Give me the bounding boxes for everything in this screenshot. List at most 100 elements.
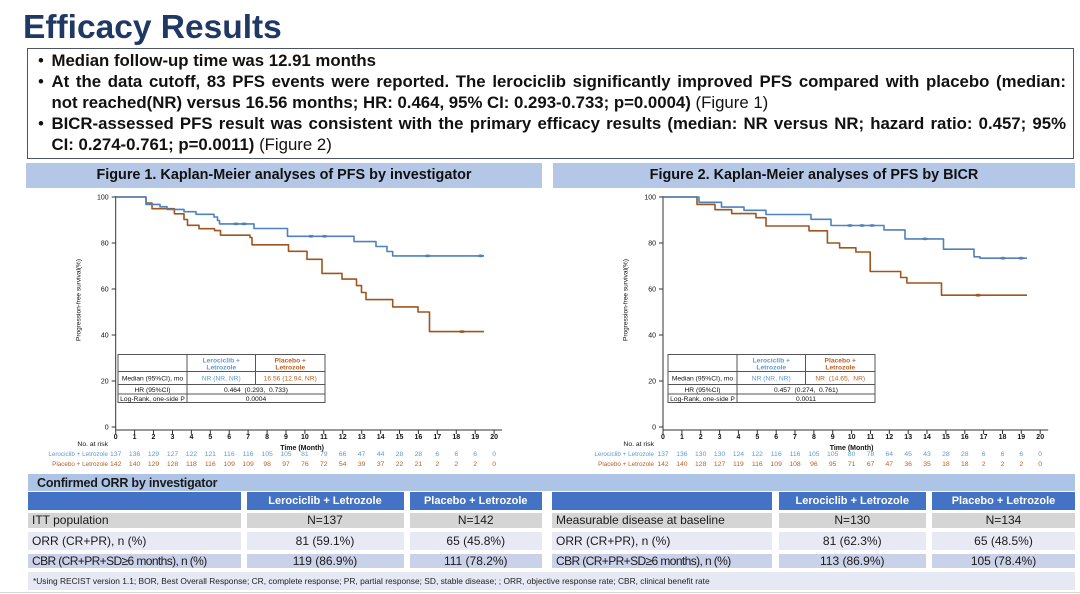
svg-text:HR (95%CI): HR (95%CI): [684, 387, 720, 394]
svg-text:142: 142: [110, 461, 122, 468]
svg-text:39: 39: [358, 461, 366, 468]
svg-text:Time (Month): Time (Month): [280, 445, 324, 452]
svg-text:Lerociclib + Letrozole: Lerociclib + Letrozole: [594, 451, 654, 458]
svg-text:130: 130: [714, 451, 726, 458]
svg-text:22: 22: [396, 461, 404, 468]
svg-text:116: 116: [205, 461, 216, 468]
svg-text:5: 5: [208, 434, 212, 441]
svg-text:80: 80: [848, 451, 856, 458]
svg-text:9: 9: [284, 434, 288, 441]
svg-text:16: 16: [961, 434, 969, 441]
svg-text:109: 109: [242, 461, 254, 468]
svg-text:15: 15: [942, 434, 950, 441]
svg-text:0: 0: [652, 424, 656, 431]
svg-text:0: 0: [492, 451, 496, 458]
svg-text:118: 118: [186, 461, 197, 468]
svg-text:17: 17: [980, 434, 988, 441]
svg-text:128: 128: [695, 461, 707, 468]
svg-text:137: 137: [657, 451, 669, 458]
svg-text:3: 3: [718, 434, 722, 441]
svg-text:67: 67: [867, 461, 875, 468]
svg-text:6: 6: [1001, 451, 1005, 458]
svg-text:10: 10: [301, 434, 309, 441]
svg-text:Lerociclib +: Lerociclib +: [203, 358, 240, 365]
svg-text:Lerociclib + Letrozole: Lerociclib + Letrozole: [48, 451, 108, 458]
svg-text:2: 2: [982, 461, 986, 468]
svg-text:6: 6: [774, 434, 778, 441]
svg-text:98: 98: [263, 461, 271, 468]
svg-text:2: 2: [473, 461, 477, 468]
svg-text:100: 100: [97, 194, 109, 201]
svg-text:43: 43: [923, 451, 931, 458]
svg-text:95: 95: [829, 461, 837, 468]
svg-text:0.0004: 0.0004: [246, 396, 267, 403]
svg-text:4: 4: [736, 434, 740, 441]
svg-text:NR (NR, NR): NR (NR, NR): [752, 376, 791, 383]
svg-text:12: 12: [339, 434, 347, 441]
svg-text:28: 28: [961, 451, 969, 458]
svg-text:136: 136: [676, 451, 688, 458]
svg-text:2: 2: [454, 461, 458, 468]
svg-text:105: 105: [280, 451, 292, 458]
svg-text:15: 15: [396, 434, 404, 441]
svg-text:80: 80: [648, 240, 656, 247]
svg-text:116: 116: [243, 451, 254, 458]
svg-text:78: 78: [867, 451, 875, 458]
svg-text:137: 137: [110, 451, 122, 458]
svg-text:12: 12: [885, 434, 893, 441]
svg-text:100: 100: [644, 194, 656, 201]
svg-text:116: 116: [224, 451, 235, 458]
svg-text:105: 105: [808, 451, 820, 458]
svg-text:5: 5: [755, 434, 759, 441]
svg-text:128: 128: [167, 461, 179, 468]
svg-text:8: 8: [265, 434, 269, 441]
svg-text:4: 4: [189, 434, 193, 441]
svg-text:Progression-free survival(%): Progression-free survival(%): [76, 259, 83, 341]
svg-text:109: 109: [224, 461, 236, 468]
svg-text:130: 130: [695, 451, 707, 458]
svg-text:20: 20: [648, 378, 656, 385]
svg-text:2: 2: [1019, 461, 1023, 468]
svg-text:0.0011: 0.0011: [796, 396, 816, 403]
svg-text:109: 109: [771, 461, 783, 468]
svg-text:6: 6: [227, 434, 231, 441]
svg-text:9: 9: [831, 434, 835, 441]
svg-text:No. at risk: No. at risk: [77, 441, 108, 448]
svg-text:96: 96: [810, 461, 818, 468]
svg-text:105: 105: [261, 451, 273, 458]
svg-text:6: 6: [1019, 451, 1023, 458]
svg-text:Log-Rank, one-side P: Log-Rank, one-side P: [120, 396, 185, 403]
svg-text:0: 0: [1038, 451, 1042, 458]
svg-text:Log-Rank, one-side P: Log-Rank, one-side P: [670, 396, 735, 403]
svg-text:11: 11: [867, 434, 875, 441]
svg-text:35: 35: [923, 461, 931, 468]
svg-text:60: 60: [648, 286, 656, 293]
svg-text:1: 1: [680, 434, 684, 441]
svg-text:124: 124: [733, 451, 745, 458]
svg-text:45: 45: [904, 451, 912, 458]
svg-text:28: 28: [942, 451, 950, 458]
svg-text:127: 127: [167, 451, 179, 458]
svg-text:44: 44: [377, 451, 385, 458]
svg-text:136: 136: [129, 451, 141, 458]
svg-text:18: 18: [961, 461, 969, 468]
svg-text:105: 105: [827, 451, 839, 458]
svg-text:140: 140: [676, 461, 688, 468]
svg-text:64: 64: [886, 451, 894, 458]
svg-text:21: 21: [415, 461, 423, 468]
svg-text:14: 14: [923, 434, 931, 441]
svg-text:16: 16: [415, 434, 423, 441]
svg-text:6: 6: [473, 451, 477, 458]
svg-text:NR (14.65, NR): NR (14.65, NR): [815, 376, 865, 383]
svg-text:13: 13: [358, 434, 366, 441]
svg-text:76: 76: [301, 461, 309, 468]
svg-text:0: 0: [105, 424, 109, 431]
svg-text:60: 60: [101, 286, 109, 293]
svg-text:0.457 (0.274, 0.761): 0.457 (0.274, 0.761): [774, 387, 838, 394]
svg-text:Placebo +: Placebo +: [275, 358, 307, 365]
svg-text:0.464 (0.293, 0.733): 0.464 (0.293, 0.733): [224, 387, 288, 394]
svg-text:47: 47: [886, 461, 894, 468]
svg-text:28: 28: [415, 451, 423, 458]
svg-text:108: 108: [789, 461, 801, 468]
svg-text:7: 7: [246, 434, 250, 441]
